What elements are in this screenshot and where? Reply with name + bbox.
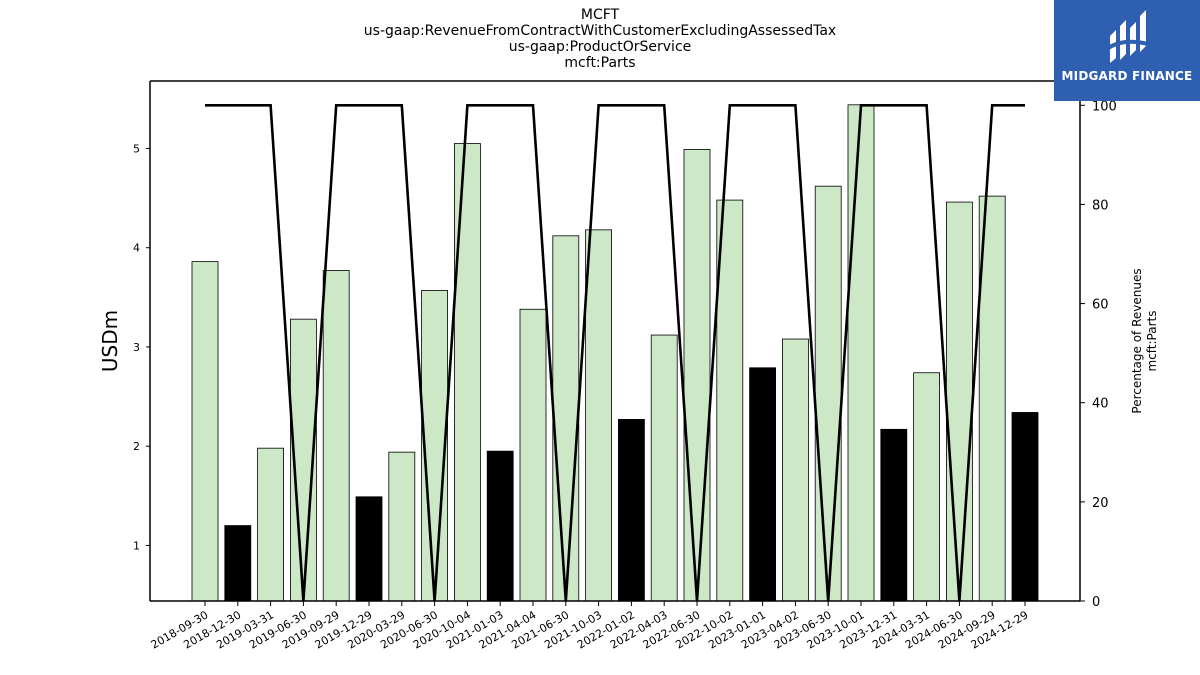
y2-axis-label-line-2: mcft:Parts (1145, 311, 1159, 372)
y-tick-label-2: 2 (133, 440, 140, 453)
y-tick-label-1: 1 (133, 539, 140, 552)
chart-title-line-2: us-gaap:RevenueFromContractWithCustomerE… (363, 23, 837, 39)
bar-2018-12-30 (224, 525, 252, 602)
y-tick-label-3: 3 (133, 341, 140, 354)
y-tick-label-5: 5 (133, 142, 140, 155)
bar-2019-12-29 (355, 496, 383, 602)
y-axis-label: USDm (98, 310, 122, 372)
chart-title-line-4: mcft:Parts (564, 55, 636, 71)
bar-2022-10-02 (716, 199, 744, 602)
bar-2023-04-02 (782, 338, 809, 602)
y2-tick-label-100: 100 (1092, 99, 1117, 114)
bar-2024-09-29 (978, 195, 1006, 602)
percentage-line (205, 103, 1025, 602)
y2-tick-label-80: 80 (1092, 198, 1109, 213)
bar-2021-06-30 (552, 235, 580, 602)
bar-2019-03-31 (257, 447, 285, 602)
bar-2019-09-29 (322, 270, 350, 602)
bar-2020-06-30 (421, 289, 449, 602)
bar-2023-06-30 (814, 185, 842, 602)
bar-2021-01-03 (486, 450, 514, 602)
bar-2024-06-30 (946, 201, 973, 602)
bar-2024-12-29 (1011, 412, 1039, 602)
bar-2023-01-01 (749, 367, 776, 602)
y-tick-label-4: 4 (133, 242, 140, 255)
bar-2018-09-30 (191, 261, 219, 602)
y2-axis-label-line-1: Percentage of Revenues (1130, 268, 1144, 413)
y2-tick-label-0: 0 (1092, 595, 1100, 610)
bar-2022-06-30 (683, 149, 711, 602)
bar-2022-04-03 (650, 334, 678, 602)
bar-2023-12-31 (880, 428, 908, 602)
logo-text: MIDGARD FINANCE (1061, 69, 1193, 83)
y2-tick-label-40: 40 (1092, 397, 1109, 412)
y2-tick-label-60: 60 (1092, 298, 1109, 313)
bar-2021-04-04 (519, 308, 547, 602)
y2-tick-label-20: 20 (1092, 496, 1109, 511)
logo-mark-icon (1106, 10, 1149, 63)
bar-2020-03-29 (388, 451, 416, 602)
bar-2021-10-03 (585, 229, 612, 602)
chart-title-line-1: MCFT (580, 7, 620, 23)
bar-2024-03-31 (913, 372, 940, 602)
bar-2023-10-01 (847, 104, 875, 602)
bar-2020-10-04 (453, 143, 481, 602)
bar-2022-01-02 (618, 418, 645, 602)
midgard-finance-logo: MIDGARD FINANCE (1054, 0, 1200, 101)
chart-title-line-3: us-gaap:ProductOrService (508, 39, 692, 55)
